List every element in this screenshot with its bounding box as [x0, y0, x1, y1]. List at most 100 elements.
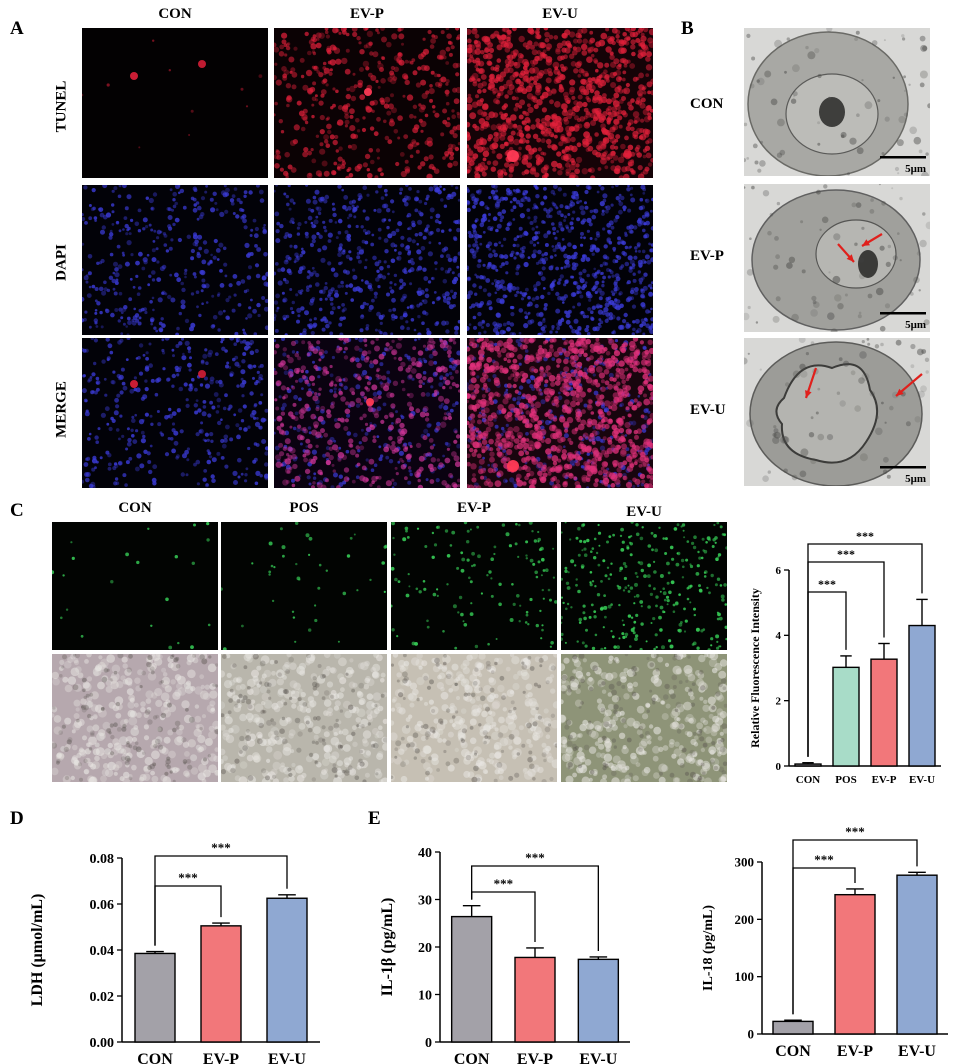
x-tick-label-con: CON — [796, 774, 821, 786]
significance-label: *** — [494, 876, 514, 891]
x-tick-label-con: CON — [137, 1051, 173, 1064]
panel-c-bar-chart: 0 2 4 6 Relative Fluorescence Intensity CON PO… — [748, 529, 941, 786]
significance-bracket — [792, 839, 918, 1015]
bar-ev-u — [896, 874, 938, 1035]
significance-label: *** — [814, 852, 834, 867]
bar-ev-u — [908, 624, 936, 767]
x-tick-label-con: CON — [775, 1043, 811, 1060]
panel-letter-a: A — [10, 18, 24, 39]
significance-label: *** — [856, 529, 874, 543]
significance-label: *** — [845, 824, 865, 839]
annotation-arrowhead — [846, 254, 854, 262]
significance-label: *** — [837, 547, 855, 561]
x-tick-label-ev-u: EV-U — [909, 774, 935, 786]
scale-bar-label: 5μm — [905, 163, 926, 175]
x-tick-label-ev-u: EV-U — [898, 1043, 936, 1060]
y-tick-label: 0.04 — [90, 944, 115, 959]
y-tick-label: 0 — [748, 1027, 755, 1042]
tunel-evp-image — [274, 28, 460, 178]
y-axis-label: LDH (μmol/mL) — [29, 894, 46, 1007]
bar-con — [134, 952, 176, 1043]
panel-b-row-evu: EV-U — [690, 402, 726, 418]
bar-con — [772, 1020, 814, 1035]
panel-b-row-evp: EV-P — [690, 248, 724, 264]
y-axis-label: IL-18 (pg/mL) — [701, 905, 716, 991]
significance-bracket — [471, 865, 599, 951]
y-tick-label: 0 — [425, 1036, 432, 1051]
dapi-evu-image — [467, 185, 653, 335]
x-tick-label-ev-p: EV-P — [203, 1051, 239, 1064]
y-axis-label: Relative Fluorescence Intensity — [748, 588, 762, 748]
panel-c-col-evu: EV-U — [626, 504, 662, 520]
y-tick-label: 30 — [418, 893, 432, 908]
annotation-arrowhead — [862, 239, 870, 246]
x-tick-label-con: CON — [454, 1051, 490, 1064]
panel-a-row-merge: MERGE — [53, 381, 70, 438]
bar-pos — [832, 666, 860, 767]
brightfield-con-image — [52, 654, 218, 782]
panel-a-row-tunel: TUNEL — [53, 80, 70, 133]
scale-bar — [880, 312, 926, 315]
panel-c-col-evp: EV-P — [457, 500, 491, 516]
calcein-evu-image — [561, 522, 727, 650]
x-tick-label-ev-p: EV-P — [837, 1043, 873, 1060]
tem-con-image: 5μm — [744, 28, 930, 176]
y-tick-label: 0 — [776, 761, 782, 773]
bar-con — [794, 763, 822, 767]
y-tick-label: 6 — [776, 565, 782, 577]
panel-letter-e: E — [368, 808, 381, 829]
bar-ev-p — [200, 925, 242, 1043]
y-axis-label: IL-1β (pg/mL) — [379, 898, 396, 997]
x-tick-label-pos: POS — [835, 774, 856, 786]
tem-evp-image: 5μm — [744, 184, 930, 332]
tunel-evu-image — [467, 28, 653, 178]
bar-ev-p — [870, 658, 898, 767]
scale-bar-label: 5μm — [905, 473, 926, 485]
calcein-evp-image — [391, 522, 557, 650]
panel-e-il1b-bar-chart: 0 10 20 30 40 IL-1β (pg/mL) CON EV-P EV-U *** *** — [379, 846, 630, 1064]
significance-label: *** — [818, 577, 836, 591]
panel-a-col-evp: EV-P — [350, 6, 384, 22]
x-tick-label-ev-p: EV-P — [872, 774, 897, 786]
scale-bar — [880, 466, 926, 469]
panel-d-bar-chart: 0.00 0.02 0.04 0.06 0.08 LDH (μmol/mL) CON EV-P… — [29, 840, 320, 1064]
dapi-con-image — [82, 185, 268, 335]
panel-letter-b: B — [681, 18, 694, 39]
significance-label: *** — [525, 850, 545, 865]
panel-a-row-dapi: DAPI — [53, 244, 70, 281]
brightfield-pos-image — [221, 654, 387, 782]
panel-letter-c: C — [10, 500, 24, 521]
tem-evu-image: 5μm — [744, 338, 930, 486]
bar-ev-u — [266, 897, 308, 1043]
tunel-con-image — [82, 28, 268, 178]
merge-evu-image — [467, 338, 653, 488]
panel-letter-d: D — [10, 808, 24, 829]
bar-ev-p — [514, 956, 556, 1043]
significance-bracket — [807, 543, 923, 757]
y-tick-label: 0.06 — [90, 898, 115, 913]
y-tick-label: 0.00 — [90, 1036, 115, 1051]
x-tick-label-ev-u: EV-U — [268, 1051, 306, 1064]
merge-con-image — [82, 338, 268, 488]
significance-label: *** — [211, 840, 231, 855]
dapi-evp-image — [274, 185, 460, 335]
x-tick-label-ev-u: EV-U — [579, 1051, 617, 1064]
annotation-arrowhead — [896, 388, 904, 396]
y-tick-label: 0.02 — [90, 990, 115, 1005]
y-tick-label: 2 — [776, 696, 782, 708]
brightfield-evp-image — [391, 654, 557, 782]
y-tick-label: 0.08 — [90, 852, 115, 867]
y-tick-label: 4 — [776, 630, 782, 642]
significance-bracket — [154, 855, 288, 946]
y-tick-label: 200 — [735, 912, 755, 927]
panel-c-col-con: CON — [118, 500, 152, 516]
panel-e-il18-bar-chart: 0 100 200 300 IL-18 (pg/mL) CON EV-P EV-U *** *** — [701, 824, 948, 1060]
y-tick-label: 20 — [418, 941, 432, 956]
y-tick-label: 100 — [735, 969, 755, 984]
panel-a-col-evu: EV-U — [542, 6, 578, 22]
merge-evp-image — [274, 338, 460, 488]
y-tick-label: 300 — [735, 855, 755, 870]
bar-ev-p — [834, 893, 876, 1035]
bar-con — [450, 915, 493, 1043]
panel-b-row-con: CON — [690, 96, 724, 112]
